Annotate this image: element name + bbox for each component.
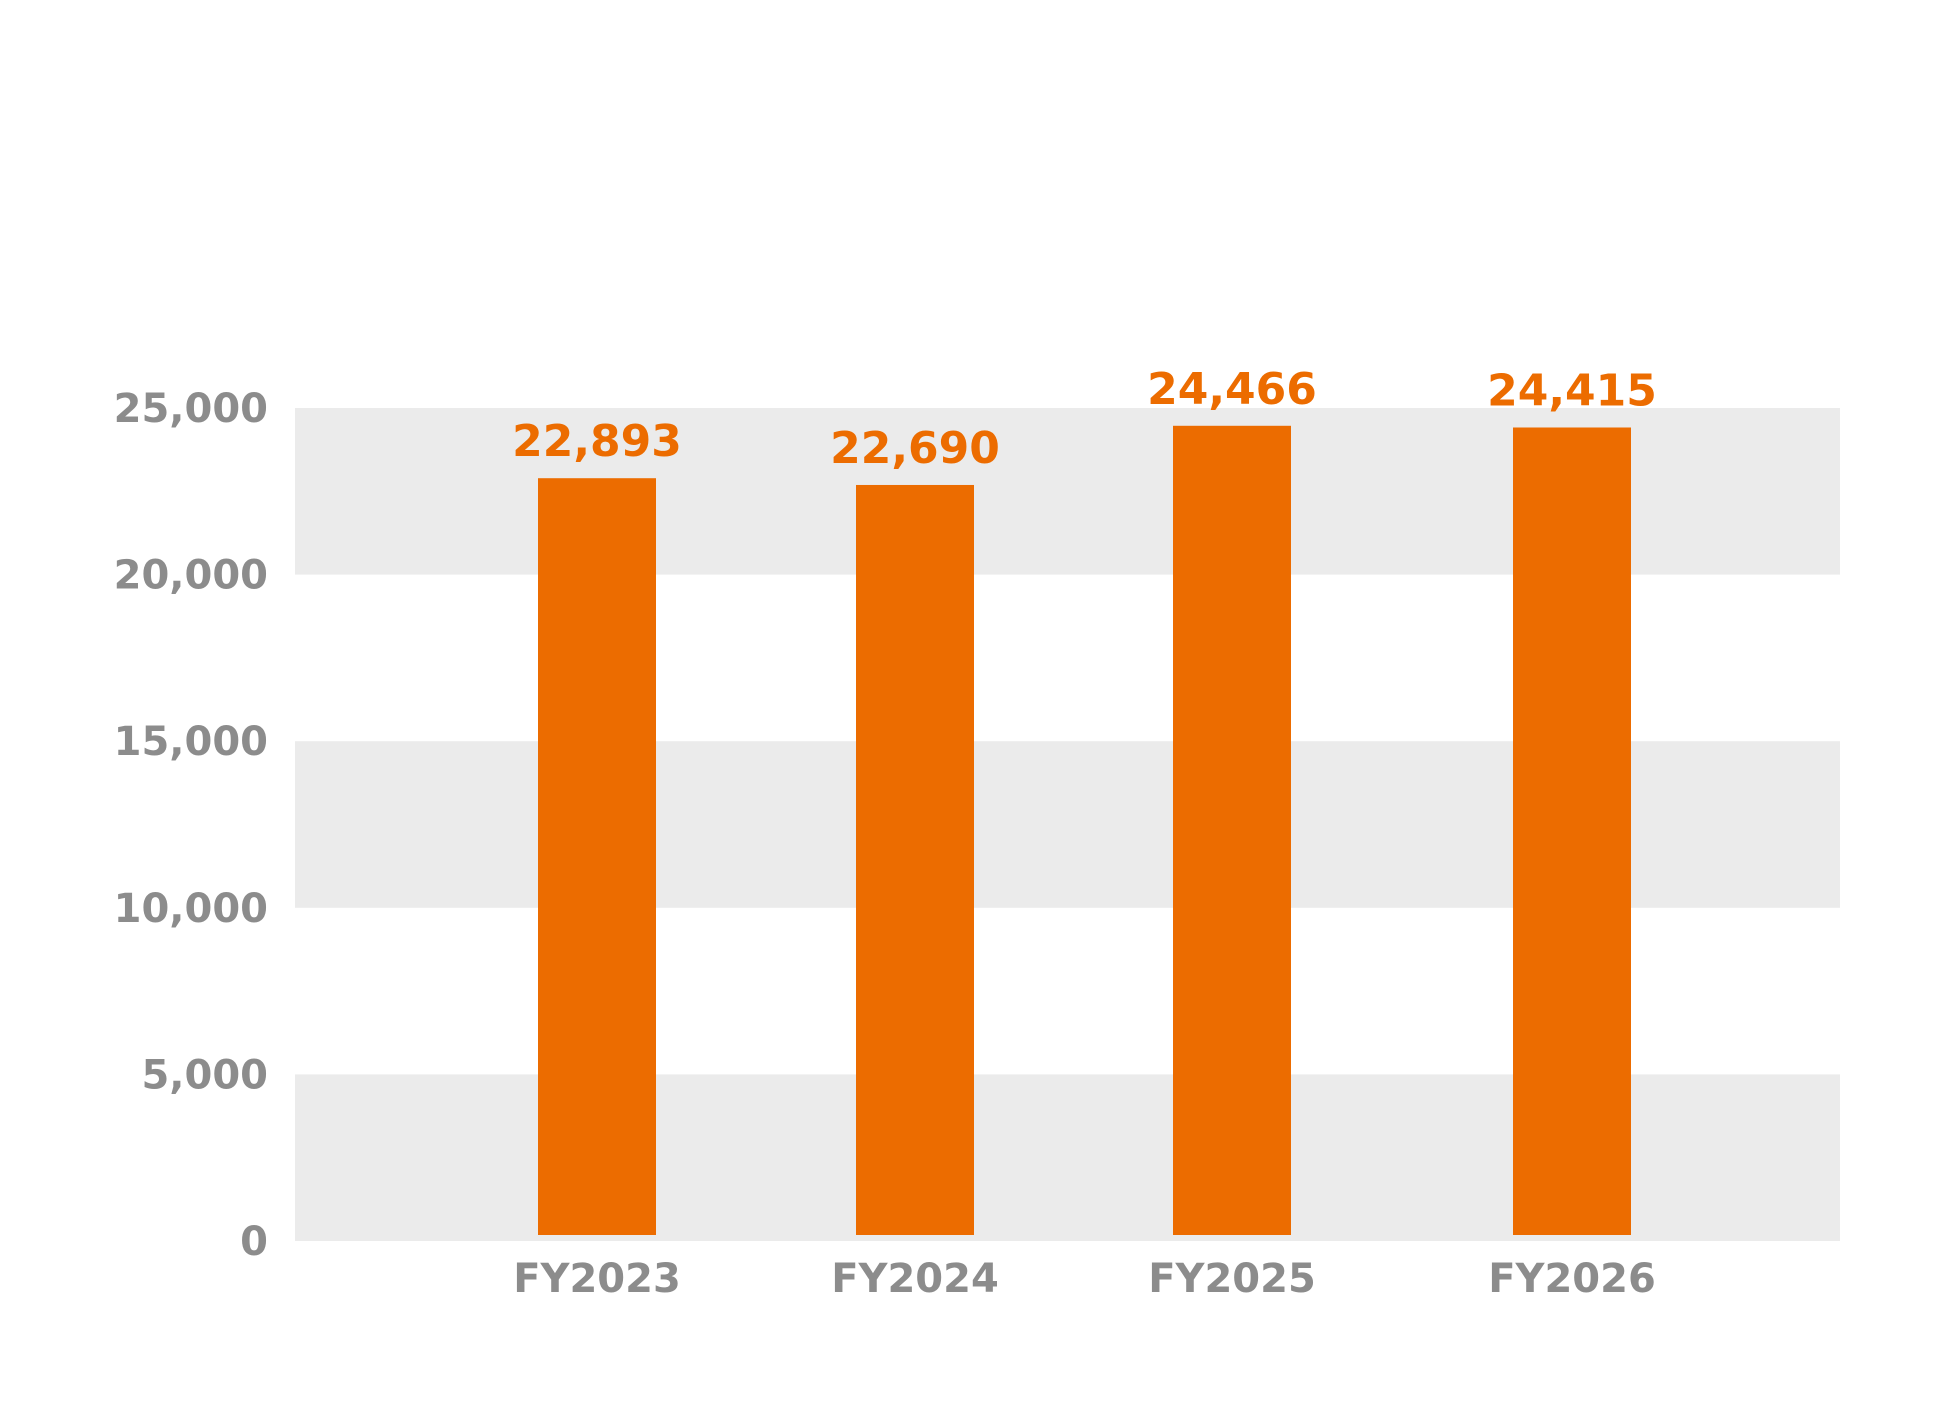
y-tick-label: 0 [240, 1219, 268, 1265]
bars: 22,893 22,690 24,466 24,415 [512, 364, 1657, 1236]
bar-fy2025 [1173, 425, 1291, 1236]
data-label: 22,893 [512, 416, 682, 467]
x-tick-label: FY2024 [831, 1256, 999, 1302]
x-tick-label: FY2025 [1148, 1256, 1316, 1302]
data-label: 24,415 [1487, 365, 1657, 416]
x-axis: FY2023 FY2024 FY2025 FY2026 [513, 1256, 1656, 1302]
y-tick-label: 5,000 [141, 1052, 268, 1098]
bar-fy2023 [538, 478, 656, 1236]
x-tick-label: FY2026 [1488, 1256, 1656, 1302]
data-label: 24,466 [1147, 364, 1317, 415]
y-axis: 0 5,000 10,000 15,000 20,000 25,000 [114, 386, 268, 1265]
y-tick-label: 20,000 [114, 553, 268, 599]
x-tick-label: FY2023 [513, 1256, 681, 1302]
y-tick-label: 15,000 [114, 719, 268, 765]
bar-fy2024 [856, 484, 974, 1235]
bar-fy2026 [1513, 427, 1631, 1235]
data-label: 22,690 [830, 423, 1000, 474]
y-tick-label: 10,000 [114, 886, 268, 932]
y-tick-label: 25,000 [114, 386, 268, 432]
